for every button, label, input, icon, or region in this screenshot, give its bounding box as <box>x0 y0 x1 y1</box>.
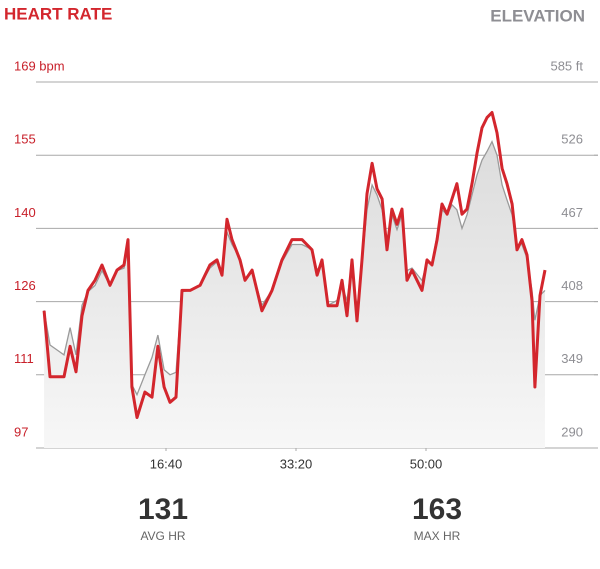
stat-value: 131 <box>138 493 188 526</box>
y2-tick-label: 467 <box>561 205 583 220</box>
y-tick-label: 97 <box>14 424 28 439</box>
x-tick-label: 33:20 <box>280 456 313 471</box>
heart-rate-line <box>42 111 547 419</box>
elevation-area <box>44 141 545 448</box>
stat-value: 163 <box>412 493 462 526</box>
y-axis-title: HEART RATE <box>4 4 112 23</box>
y2-tick-label: 526 <box>561 132 583 147</box>
stat-label: MAX HR <box>414 529 461 543</box>
y2-tick-label: 585 ft <box>550 58 583 73</box>
y-tick-label: 155 <box>14 132 36 147</box>
x-tick-label: 16:40 <box>150 456 183 471</box>
y2-tick-label: 349 <box>561 351 583 366</box>
y-tick-label: 126 <box>14 278 36 293</box>
y2-axis-title: ELEVATION <box>490 6 585 25</box>
y-tick-label: 169 bpm <box>14 58 65 73</box>
stat-label: AVG HR <box>140 529 185 543</box>
x-tick-label: 50:00 <box>410 456 443 471</box>
y2-tick-label: 408 <box>561 278 583 293</box>
y-tick-label: 111 <box>14 351 34 366</box>
y-tick-label: 140 <box>14 205 36 220</box>
y2-tick-label: 290 <box>561 424 583 439</box>
